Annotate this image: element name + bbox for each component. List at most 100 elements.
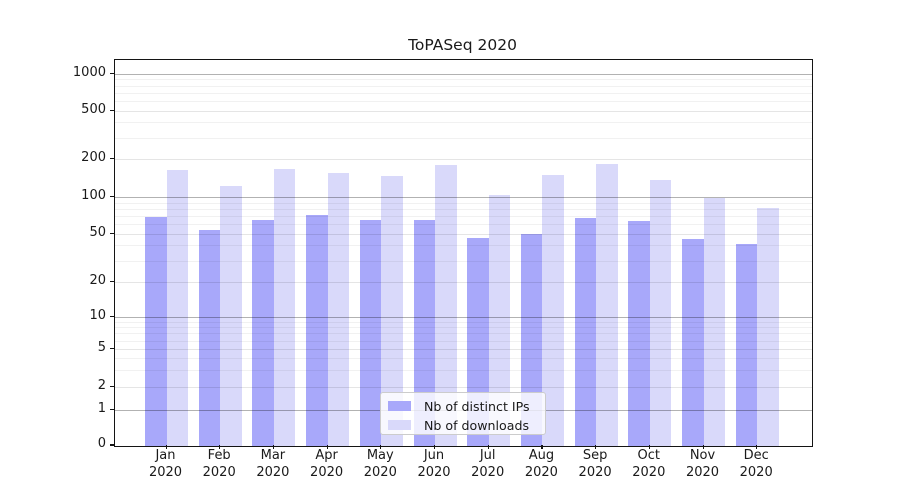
bar-downloads bbox=[757, 208, 779, 446]
x-tick-label: Feb 2020 bbox=[202, 448, 236, 480]
y-tick-mark bbox=[110, 409, 114, 411]
bar-downloads bbox=[488, 194, 511, 446]
x-tick-mark bbox=[165, 445, 167, 449]
x-tick-mark bbox=[219, 445, 221, 449]
bar-downloads bbox=[220, 186, 242, 446]
y-tick-label: 1 bbox=[97, 401, 106, 416]
bar-distinct-ips bbox=[252, 220, 274, 446]
gridline-minor bbox=[115, 137, 812, 139]
gridline-major bbox=[115, 316, 812, 318]
y-tick-mark bbox=[110, 196, 114, 198]
gridline-minor bbox=[115, 122, 812, 124]
gridline-mid bbox=[115, 387, 812, 388]
bar-downloads bbox=[273, 168, 296, 446]
gridline-minor bbox=[115, 224, 812, 226]
y-tick-label: 20 bbox=[89, 273, 106, 288]
gridline-minor bbox=[115, 245, 812, 247]
y-tick-label: 10 bbox=[89, 307, 106, 323]
y-tick-label: 0 bbox=[97, 436, 106, 452]
bar-downloads bbox=[596, 163, 618, 446]
y-tick-mark bbox=[110, 315, 114, 317]
bar-downloads bbox=[435, 165, 457, 446]
gridline-minor bbox=[115, 327, 812, 329]
bar-distinct-ips bbox=[145, 216, 167, 446]
gridline-mid bbox=[115, 159, 812, 160]
y-tick-label: 500 bbox=[81, 101, 106, 117]
x-tick-label: Apr 2020 bbox=[310, 448, 344, 480]
x-tick-mark bbox=[541, 445, 543, 449]
bar-distinct-ips bbox=[735, 243, 758, 446]
legend: Nb of distinct IPs Nb of downloads bbox=[380, 392, 546, 435]
legend-label-downloads: Nb of downloads bbox=[424, 417, 530, 433]
y-tick-label: 1000 bbox=[72, 64, 106, 80]
gridline-minor bbox=[115, 202, 812, 204]
x-tick-label: Jan 2020 bbox=[148, 448, 183, 480]
gridline-minor bbox=[115, 79, 812, 81]
gridline-minor bbox=[115, 340, 812, 342]
bar-downloads bbox=[649, 179, 672, 446]
legend-swatch-distinct-ips-icon bbox=[388, 401, 411, 411]
gridline-minor bbox=[115, 358, 812, 360]
legend-swatch-downloads-icon bbox=[388, 420, 411, 430]
x-tick-mark bbox=[756, 445, 758, 449]
x-tick-label: Nov 2020 bbox=[685, 448, 720, 480]
x-tick-label: Dec 2020 bbox=[739, 448, 773, 480]
x-tick-mark bbox=[380, 445, 382, 449]
y-tick-mark bbox=[110, 158, 114, 160]
bar-distinct-ips bbox=[359, 219, 382, 446]
gridline-mid bbox=[115, 282, 812, 283]
legend-item-distinct-ips: Nb of distinct IPs bbox=[388, 398, 537, 414]
gridline-minor bbox=[115, 370, 812, 372]
y-tick-mark bbox=[110, 348, 114, 350]
gridline-minor bbox=[115, 208, 812, 210]
y-tick-mark bbox=[110, 72, 114, 74]
gridline-minor bbox=[115, 321, 812, 323]
y-tick-mark bbox=[110, 232, 114, 234]
legend-item-downloads: Nb of downloads bbox=[388, 417, 537, 433]
gridline-minor bbox=[115, 92, 812, 94]
x-tick-label: Oct 2020 bbox=[632, 448, 666, 480]
y-tick-mark bbox=[110, 281, 114, 283]
bar-downloads bbox=[327, 172, 350, 446]
plot-area: Nb of distinct IPs Nb of downloads bbox=[114, 59, 813, 447]
x-tick-mark bbox=[272, 445, 275, 449]
gridline-mid bbox=[115, 349, 812, 351]
bar-downloads bbox=[703, 198, 725, 446]
x-tick-label: Aug 2020 bbox=[524, 448, 558, 480]
bar-distinct-ips bbox=[682, 238, 704, 446]
x-tick-mark bbox=[702, 445, 704, 449]
chart-title: ToPASeq 2020 bbox=[408, 36, 517, 54]
gridline-minor bbox=[115, 333, 812, 335]
gridline-minor bbox=[115, 260, 812, 262]
bar-distinct-ips bbox=[413, 220, 435, 446]
x-tick-label: Mar 2020 bbox=[256, 448, 290, 480]
y-tick-label: 100 bbox=[81, 188, 106, 203]
bar-downloads bbox=[542, 175, 564, 446]
legend-label-distinct-ips: Nb of distinct IPs bbox=[424, 398, 530, 414]
bar-distinct-ips bbox=[306, 215, 328, 446]
x-tick-mark bbox=[434, 445, 436, 449]
y-tick-mark bbox=[110, 109, 114, 111]
gridline-minor bbox=[115, 215, 812, 217]
x-tick-label: Jul 2020 bbox=[471, 448, 505, 480]
bar-downloads bbox=[166, 170, 188, 446]
x-tick-label: Jun 2020 bbox=[417, 448, 451, 480]
y-tick-label: 200 bbox=[81, 150, 106, 165]
x-tick-mark bbox=[648, 445, 650, 449]
gridline-major bbox=[115, 73, 812, 75]
x-tick-mark bbox=[487, 445, 489, 449]
y-tick-label: 5 bbox=[97, 340, 106, 356]
x-tick-mark bbox=[326, 445, 328, 449]
y-tick-label: 2 bbox=[97, 378, 106, 393]
gridline-mid bbox=[115, 233, 812, 235]
x-tick-label: Sep 2020 bbox=[578, 448, 612, 480]
bar-distinct-ips bbox=[198, 230, 221, 446]
x-tick-mark bbox=[595, 445, 597, 449]
x-tick-label: May 2020 bbox=[363, 448, 397, 480]
y-tick-mark bbox=[110, 386, 114, 388]
y-tick-label: 50 bbox=[89, 224, 106, 240]
gridline-mid bbox=[115, 110, 812, 112]
bar-downloads bbox=[381, 175, 403, 446]
y-tick-mark bbox=[110, 444, 114, 446]
